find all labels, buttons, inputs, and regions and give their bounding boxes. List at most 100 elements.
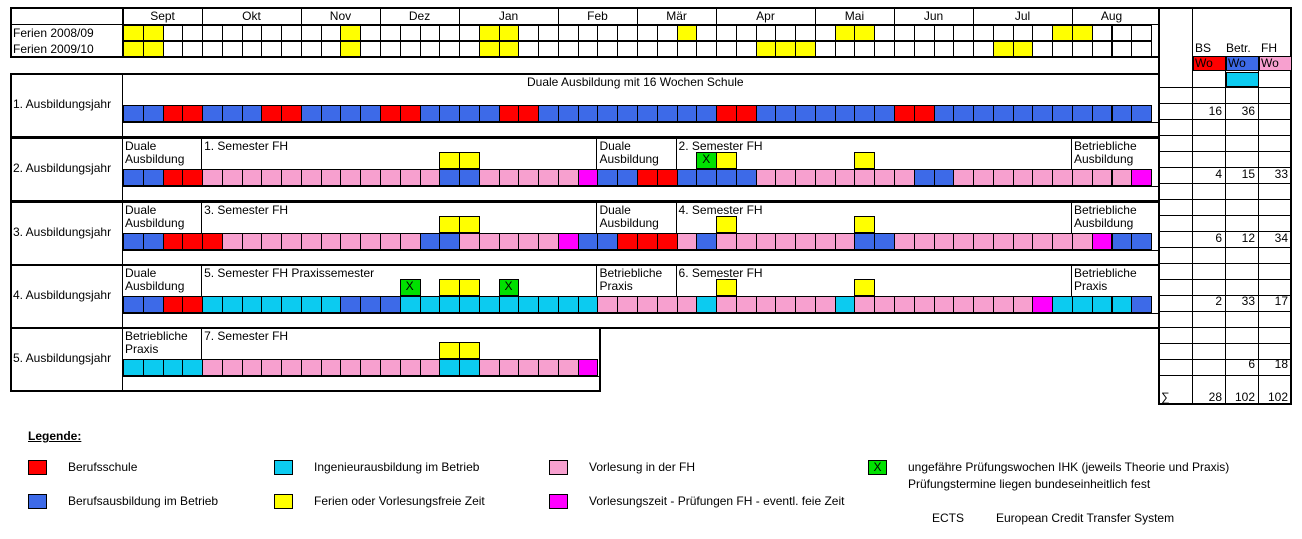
week-cell	[1071, 169, 1093, 186]
week-cell	[360, 105, 381, 122]
ects-text: European Credit Transfer System	[996, 511, 1175, 525]
week-cell	[696, 233, 718, 250]
ferien-week-cell	[1032, 25, 1054, 41]
phase-divider	[596, 201, 598, 233]
week-cell	[834, 105, 856, 122]
week-cell	[735, 169, 757, 186]
ferien-week-cell	[380, 25, 401, 41]
ferien-week-cell	[637, 41, 658, 57]
week-cell	[538, 296, 559, 313]
week-cell	[300, 169, 322, 186]
week-cell	[261, 359, 283, 376]
week-cell	[459, 359, 480, 376]
week-cell	[716, 105, 737, 122]
week-cell	[696, 296, 718, 313]
week-cell	[142, 233, 164, 250]
week-cell	[241, 233, 263, 250]
ferien-week-cell	[380, 41, 401, 57]
ferien-week-cell	[1032, 41, 1054, 57]
totals-row-line	[1160, 199, 1292, 200]
ferien-week-cell	[281, 41, 302, 57]
ects-abbr: ECTS	[932, 511, 965, 525]
vacation-cell	[716, 279, 737, 296]
ferien-week-cell	[597, 25, 619, 41]
ferien-week-cell	[953, 25, 975, 41]
ferien-week-cell	[755, 25, 777, 41]
ferien-week-cell	[874, 41, 896, 57]
week-cell	[775, 233, 797, 250]
ferien-week-cell	[498, 25, 520, 41]
ferien-week-cell	[221, 25, 243, 41]
week-cell	[439, 169, 461, 186]
week-cell	[1052, 233, 1073, 250]
week-cell	[617, 233, 639, 250]
week-cell	[795, 233, 816, 250]
week-cell	[380, 359, 401, 376]
year-total-fh: 18	[1274, 357, 1288, 371]
ferien-week-cell	[577, 25, 599, 41]
week-cell	[498, 105, 520, 122]
month-label: Jul	[1014, 9, 1031, 23]
vacation-cell	[459, 216, 480, 233]
week-cell	[1012, 169, 1034, 186]
week-cell	[182, 105, 204, 122]
ferien-week-cell	[735, 41, 757, 57]
month-label: Sept	[150, 9, 175, 23]
week-cell	[340, 105, 362, 122]
week-cell	[617, 105, 639, 122]
week-cell	[913, 169, 935, 186]
week-cell	[676, 169, 698, 186]
totals-header: FH	[1261, 41, 1277, 55]
year-total-betr: 15	[1241, 167, 1255, 181]
ferien-week-cell	[894, 25, 915, 41]
week-cell	[281, 169, 302, 186]
week-cell	[340, 233, 362, 250]
week-cell	[992, 169, 1014, 186]
week-cell	[241, 105, 263, 122]
week-cell	[716, 296, 737, 313]
year-total-betr: 36	[1241, 104, 1255, 118]
week-cell	[696, 169, 718, 186]
week-cell	[577, 169, 599, 186]
week-cell	[142, 359, 164, 376]
year-total-fh: 33	[1274, 167, 1288, 181]
vacation-cell	[459, 342, 480, 359]
week-cell	[202, 105, 223, 122]
month-divider	[894, 9, 896, 25]
week-cell	[992, 105, 1014, 122]
week-cell	[380, 105, 401, 122]
week-cell	[518, 359, 540, 376]
week-cell	[1111, 169, 1133, 186]
year-total-bs: 2	[1215, 294, 1222, 308]
week-cell	[617, 169, 639, 186]
legend-text: Ferien oder Vorlesungsfreie Zeit	[314, 494, 485, 508]
week-cell	[241, 359, 263, 376]
ferien-week-cell	[992, 41, 1014, 57]
week-cell	[637, 296, 658, 313]
ferien-week-cell	[656, 25, 678, 41]
week-cell	[162, 296, 184, 313]
ferien-week-cell	[933, 41, 955, 57]
week-cell	[518, 169, 540, 186]
week-cell	[795, 105, 816, 122]
ferien-week-cell	[795, 25, 816, 41]
wo-label: Wo	[1195, 56, 1213, 70]
ferien-week-cell	[419, 41, 441, 57]
phase-label: Duale Ausbildung	[125, 203, 185, 230]
week-cell	[399, 169, 421, 186]
week-cell	[755, 296, 777, 313]
month-label: Aug	[1100, 9, 1123, 23]
sum-bs: 28	[1208, 390, 1222, 404]
week-cell	[894, 105, 915, 122]
month-divider	[973, 9, 975, 25]
totals-header: BS	[1195, 41, 1212, 55]
totals-header: Betr.	[1226, 41, 1251, 55]
week-cell	[1131, 105, 1153, 122]
week-cell	[478, 169, 500, 186]
week-cell	[182, 233, 204, 250]
legend-swatch	[549, 460, 568, 475]
week-cell	[676, 105, 698, 122]
week-cell	[320, 359, 342, 376]
week-cell	[874, 169, 896, 186]
month-divider	[380, 9, 381, 25]
